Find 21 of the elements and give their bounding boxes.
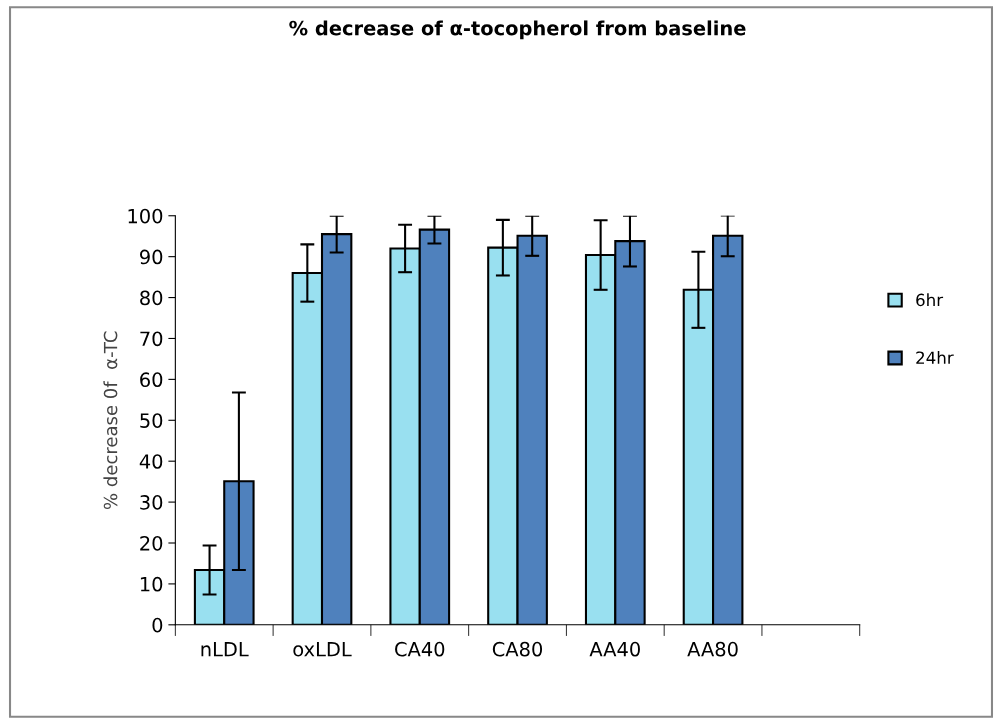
y-tick-label: 30: [140, 495, 163, 510]
legend-label: 6hr: [916, 293, 944, 307]
x-tick-label: AA80: [687, 641, 738, 657]
y-tick-label: 10: [140, 576, 163, 592]
y-tick-label: 80: [140, 290, 163, 306]
y-tick-label: 40: [139, 454, 163, 469]
x-tick-label: CA80: [492, 641, 543, 657]
x-tick-label: CA40: [395, 641, 445, 657]
y-tick-label: 50: [140, 413, 163, 428]
y-tick-label: 100: [128, 208, 163, 224]
y-tick-label: 70: [140, 331, 163, 347]
legend-label: 24hr: [916, 351, 954, 364]
x-tick-label: AA40: [589, 641, 640, 657]
y-tick-label: 0: [152, 617, 163, 633]
x-tick-label: oxLDL: [293, 642, 352, 657]
y-tick-label: 20: [140, 535, 163, 551]
y-tick-label: 90: [140, 249, 163, 265]
x-tick-label: nLDL: [201, 642, 249, 657]
y-tick-label: 60: [140, 372, 163, 388]
y-axis-title: % decrease 0f α-TC: [103, 331, 118, 510]
chart-title: % decrease of α-tocopherol from baseline: [289, 20, 746, 40]
